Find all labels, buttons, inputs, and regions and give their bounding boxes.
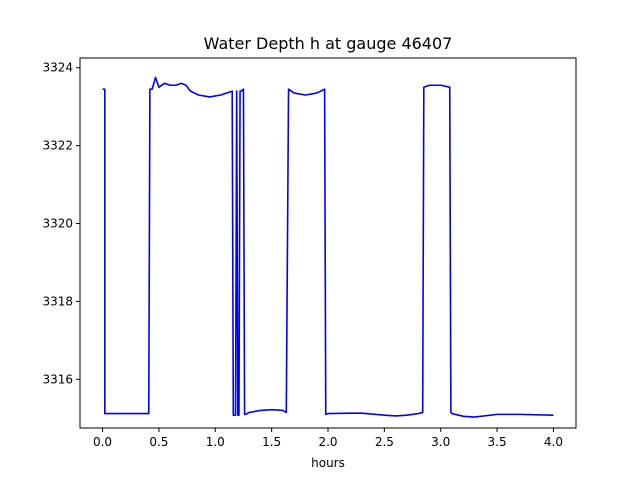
y-tick-label: 3318 [42, 294, 73, 308]
x-axis: 0.0 0.5 1.0 1.5 2.0 2.5 3.0 3.5 4.0 [93, 428, 563, 449]
plot-frame [79, 57, 577, 429]
plot-area [79, 57, 577, 429]
x-tick-label: 1.5 [262, 435, 281, 449]
y-axis: 3316 3318 3320 3322 3324 [42, 61, 80, 386]
series-line [102, 76, 554, 418]
x-tick-label: 2.5 [375, 435, 394, 449]
x-tick-label: 0.5 [149, 435, 168, 449]
x-tick-label: 0.0 [93, 435, 112, 449]
x-tick-label: 3.5 [488, 435, 507, 449]
x-tick-label: 4.0 [544, 435, 563, 449]
x-tick-label: 3.0 [431, 435, 450, 449]
y-tick-label: 3324 [42, 61, 73, 75]
y-tick-label: 3322 [42, 139, 73, 153]
y-tick-label: 3316 [42, 372, 73, 386]
chart-title: Water Depth h at gauge 46407 [204, 34, 453, 53]
x-tick-label: 2.0 [318, 435, 337, 449]
y-tick-label: 3320 [42, 217, 73, 231]
x-axis-label: hours [311, 456, 345, 470]
x-tick-label: 1.0 [206, 435, 225, 449]
